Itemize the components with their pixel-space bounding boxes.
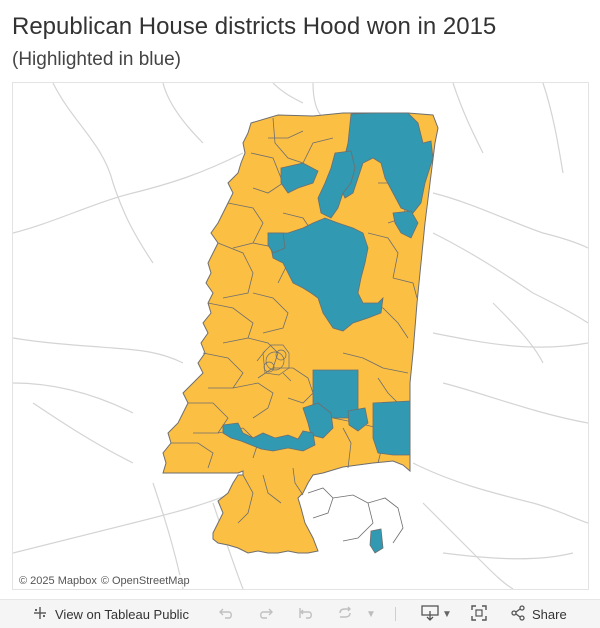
district-northeast-spur[interactable] [392,210,419,239]
share-icon [510,604,526,624]
district-north-central[interactable] [317,150,356,219]
view-on-tableau-button[interactable]: View on Tableau Public [33,606,189,623]
page-subtitle: (Highlighted in blue) [12,49,181,70]
view-on-tableau-label: View on Tableau Public [55,606,189,622]
district-southwest-chain[interactable] [222,422,316,452]
district-south-east-block[interactable] [372,400,411,456]
map-canvas[interactable] [13,83,588,589]
osm-attribution[interactable]: © OpenStreetMap [100,575,190,587]
redo-icon[interactable] [258,606,274,623]
road-network [13,83,588,589]
revert-icon[interactable] [298,606,314,623]
highlighted-districts[interactable] [222,112,434,554]
tableau-toolbar: View on Tableau Public ▼ ▼ Share [0,599,600,628]
mapbox-attribution[interactable]: © 2025 Mapbox [19,575,97,587]
tableau-icon [33,606,47,623]
district-central-cluster[interactable] [267,217,384,332]
district-central-west-arm[interactable] [267,232,286,254]
download-icon[interactable] [421,604,439,624]
share-button[interactable]: Share [510,604,567,624]
share-label: Share [532,606,567,622]
page-title: Republican House districts Hood won in 2… [12,13,497,40]
map-attribution[interactable]: © 2025 Mapbox © OpenStreetMap [17,575,196,587]
fullscreen-icon[interactable] [471,604,487,624]
district-gulf-coast[interactable] [369,528,384,554]
download-dropdown-icon[interactable]: ▼ [442,608,452,620]
district-south-central-extension[interactable] [302,402,334,439]
district-north-west[interactable] [280,162,319,194]
jackson-metro-districts [256,344,292,382]
map-view[interactable]: © 2025 Mapbox © OpenStreetMap [12,82,589,590]
refresh-dropdown-icon[interactable]: ▼ [366,608,376,620]
undo-icon[interactable] [218,606,234,623]
toolbar-divider [395,607,396,621]
refresh-icon[interactable] [337,606,353,623]
district-south-east-small[interactable] [347,407,369,432]
